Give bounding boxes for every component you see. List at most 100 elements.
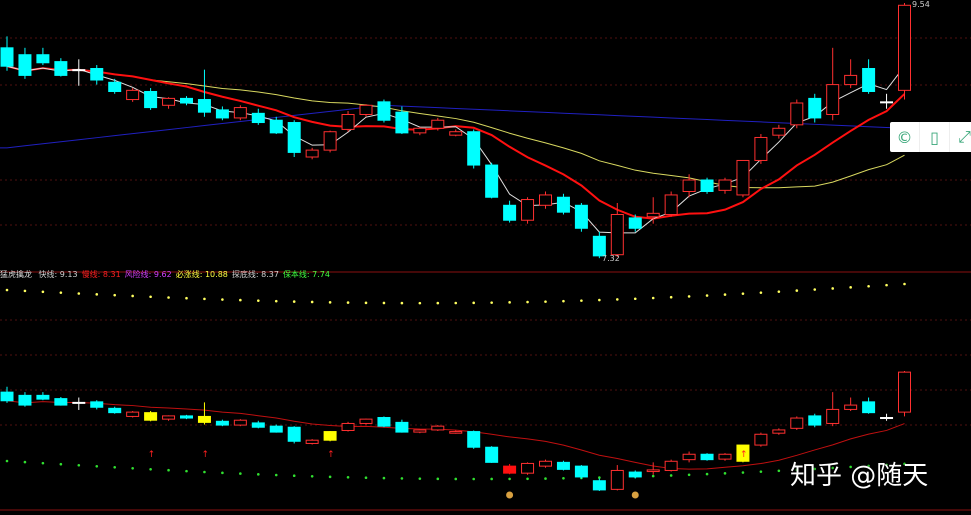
support-dot [813, 467, 817, 471]
indicator-value-2: 风险线: 9.62 [124, 270, 172, 279]
support-dot [490, 477, 493, 481]
support-dot [77, 463, 81, 467]
risk-dot [400, 301, 404, 305]
support-dot [364, 476, 368, 480]
candle-body [521, 462, 535, 474]
ma-slow-line [6, 65, 906, 220]
candle-body [126, 411, 140, 417]
indicator-value-0: 快线: 9.13 [38, 270, 78, 279]
search-copyright-icon[interactable]: © [890, 122, 920, 152]
low-price-label: 7.32 [602, 254, 620, 263]
candle-body [431, 119, 445, 129]
candle-body [287, 122, 301, 153]
candle-body [197, 415, 211, 423]
candle-body [287, 426, 301, 442]
risk-dot [598, 298, 601, 302]
risk-dot [633, 297, 637, 301]
support-dot [328, 475, 332, 479]
candle-body [790, 102, 804, 126]
candle-body [126, 89, 140, 101]
support-dot [149, 467, 152, 471]
risk-dot [508, 301, 511, 304]
candle-body [808, 415, 822, 426]
candle-body [54, 398, 68, 406]
support-dot [795, 468, 799, 472]
support-dot [310, 474, 314, 478]
risk-dot [562, 299, 565, 303]
candle-body [413, 429, 427, 433]
candle-body [664, 194, 678, 215]
support-dot [508, 477, 511, 481]
candle-body [144, 90, 158, 109]
support-dot [741, 471, 745, 474]
risk-dot [364, 301, 368, 305]
tablet-icon[interactable]: ▯ [920, 122, 950, 152]
candle-body [323, 131, 337, 151]
support-dot [436, 477, 440, 481]
risk-dot [705, 294, 709, 297]
support-dot [221, 471, 224, 475]
risk-dot [454, 301, 458, 305]
candle-body [377, 417, 391, 427]
candle-body [359, 418, 373, 424]
risk-dot [777, 290, 781, 293]
candle-body [736, 444, 750, 462]
candle-body [413, 127, 427, 134]
candle-body [90, 401, 104, 408]
candle-body [341, 422, 355, 431]
support-dot [113, 466, 116, 469]
support-dot [669, 474, 673, 477]
candle-body [251, 422, 265, 428]
risk-dot [867, 284, 870, 288]
risk-dot [723, 293, 727, 296]
candle-body [395, 421, 409, 433]
candle-body [467, 131, 481, 166]
candle-body [162, 415, 176, 420]
candle-body [18, 54, 32, 76]
candle-body [592, 235, 606, 257]
risk-dot [292, 300, 296, 303]
candle-body [395, 111, 409, 134]
support-dot [131, 467, 134, 470]
candle-body [269, 119, 283, 134]
support-dot [867, 464, 870, 468]
support-dot [831, 466, 834, 470]
candle-body [682, 179, 696, 192]
expand-icon[interactable]: ⤢ [950, 122, 971, 152]
risk-dot [59, 291, 63, 294]
risk-dot [418, 301, 422, 305]
candle-body [539, 460, 552, 467]
candle-body [215, 420, 229, 426]
support-dot [41, 461, 45, 465]
candle-body [162, 97, 176, 106]
support-dot [454, 477, 458, 481]
candle-body [880, 417, 894, 420]
candle-body [610, 213, 624, 256]
support-dot [723, 472, 727, 475]
candle-body [610, 469, 624, 490]
risk-dot [131, 294, 134, 298]
candle-body [556, 461, 570, 470]
indicator-legend: 猛虎擒龙 快线: 9.13 慢线: 8.31 风险线: 9.62 必涨线: 10.88… [0, 269, 338, 280]
candle-body [144, 412, 158, 421]
candle-body [574, 204, 588, 229]
support-dot [777, 469, 781, 473]
candle-body [772, 127, 786, 136]
indicator-value-5: 保本线: 7.74 [282, 270, 330, 279]
ma-fast-line [6, 65, 905, 234]
candle-body [377, 101, 391, 121]
risk-dot [23, 289, 27, 293]
support-dot [292, 474, 296, 477]
candle-body [180, 97, 193, 104]
risk-dot [885, 283, 888, 287]
candle-body [485, 446, 499, 463]
risk-dot [221, 298, 224, 301]
candle-body [826, 84, 840, 115]
buy-arrow-icon: ↑ [148, 450, 156, 460]
support-dot [257, 473, 260, 476]
candle-body [754, 433, 768, 446]
candle-body [305, 439, 319, 444]
risk-dot [490, 301, 493, 304]
support-dot [903, 462, 906, 466]
